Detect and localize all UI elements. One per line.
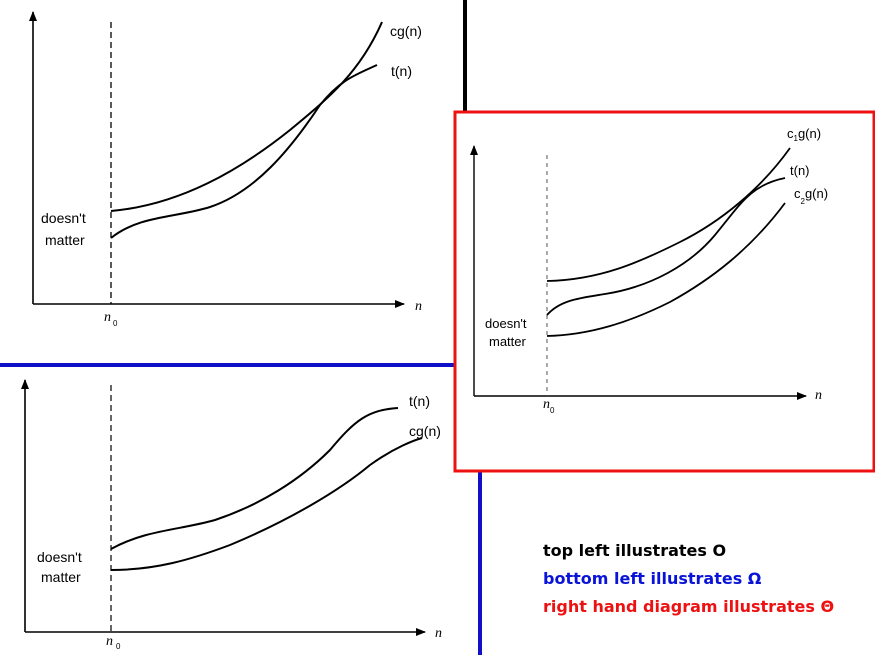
t-label: t(n) — [409, 393, 430, 409]
cg-label: cg(n) — [390, 23, 422, 39]
c1g-label-subscript: 1 — [794, 134, 799, 143]
c1g-curve — [546, 147, 791, 282]
t-curve — [546, 177, 786, 316]
big-omega-diagram: n n 0 t(n) cg(n) doesn't matter — [21, 379, 442, 651]
x-axis-label: n — [415, 299, 422, 314]
t-label: t(n) — [391, 63, 412, 79]
t-curve — [110, 64, 378, 239]
big-theta-diagram: n n 0 c1g(n) t(n) c2g(n) doesn't matter — [453, 110, 875, 473]
c1g-label-prefix: c — [787, 126, 794, 141]
x-axis-label: n — [815, 388, 822, 403]
red-frame — [453, 110, 875, 473]
c1g-label-suffix: g(n) — [798, 126, 821, 141]
caption-bottom-left: bottom left illustrates Ω — [543, 569, 762, 588]
region-label-line2: matter — [41, 569, 81, 585]
threshold-label: n — [104, 310, 111, 325]
threshold-label: n — [106, 634, 113, 649]
c2g-label: c2g(n) — [794, 186, 828, 206]
threshold-label: n — [543, 397, 550, 412]
region-label-line1: doesn't — [485, 316, 527, 331]
region-label-line1: doesn't — [37, 549, 82, 565]
caption-right-hand: right hand diagram illustrates Θ — [543, 597, 835, 616]
c2g-label-suffix: g(n) — [805, 186, 828, 201]
big-o-diagram: n n 0 cg(n) t(n) doesn't matter — [29, 11, 422, 328]
region-label-line2: matter — [45, 232, 85, 248]
x-axis-label: n — [435, 626, 442, 641]
cg-label: cg(n) — [409, 423, 441, 439]
c2g-label-subscript: 2 — [801, 197, 806, 206]
t-label: t(n) — [790, 163, 810, 178]
c1g-label: c1g(n) — [787, 126, 821, 143]
cg-curve — [110, 21, 383, 212]
c2g-curve — [546, 202, 786, 337]
cg-curve — [110, 437, 423, 571]
threshold-subscript: 0 — [550, 406, 555, 415]
region-label-line2: matter — [489, 334, 527, 349]
caption-top-left: top left illustrates O — [543, 541, 727, 560]
threshold-subscript: 0 — [113, 319, 118, 328]
region-label-line1: doesn't — [41, 210, 86, 226]
t-curve — [110, 407, 399, 550]
threshold-subscript: 0 — [116, 642, 121, 651]
c2g-label-prefix: c — [794, 186, 801, 201]
